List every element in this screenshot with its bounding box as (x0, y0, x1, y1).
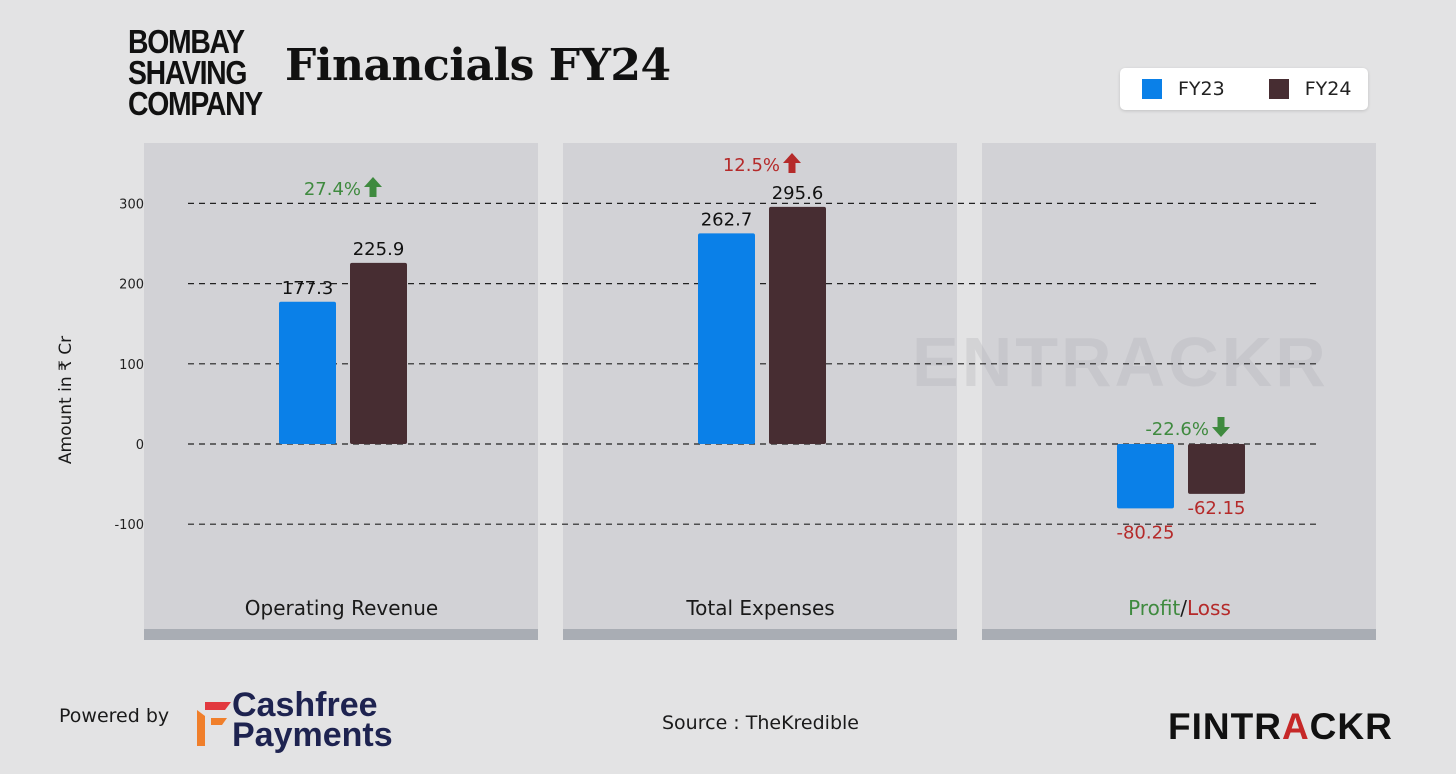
value-label: -80.25 (1116, 522, 1174, 543)
value-label: 177.3 (282, 278, 334, 299)
value-label: 262.7 (701, 209, 753, 230)
bar-fy24 (769, 206, 826, 444)
change-label: 12.5% (723, 155, 780, 176)
brand-part-2: CKR (1309, 706, 1393, 747)
y-tick-label: 100 (119, 358, 144, 373)
up-arrow-icon (783, 153, 801, 173)
source-note: Source : TheKredible (662, 712, 859, 734)
legend-swatch-fy23 (1142, 79, 1162, 99)
panel-total-expenses (563, 143, 957, 640)
logo-line-3: COMPANY (128, 85, 263, 122)
legend-label-fy23: FY23 (1178, 78, 1225, 100)
watermark: ENTRACKR (912, 323, 1329, 401)
company-logo: BOMBAY SHAVING COMPANY (128, 26, 268, 122)
value-label: 295.6 (772, 183, 824, 204)
brand-accent: A (1281, 706, 1310, 747)
panel-operating-revenue (144, 143, 538, 640)
y-tick-label: 300 (119, 197, 144, 212)
legend-item-fy23: FY23 (1142, 78, 1225, 100)
profit-word: Profit (1128, 596, 1181, 620)
down-arrow-icon (1212, 417, 1230, 437)
chart-title: Financials FY24 (285, 40, 671, 91)
sponsor-name: Cashfree Payments (232, 686, 393, 754)
bar-fy24 (1188, 444, 1245, 494)
legend-item-fy24: FY24 (1268, 78, 1352, 100)
loss-word: Loss (1187, 596, 1231, 620)
y-tick-label: 200 (119, 278, 144, 293)
bar-fy23 (279, 301, 336, 444)
up-arrow-icon (364, 177, 382, 197)
sponsor-line-2: Payments (232, 716, 393, 754)
cashfree-logo-icon (197, 702, 231, 746)
sponsor-line-1: Cashfree (232, 686, 378, 724)
brand-logo: FINTRACKR (1168, 706, 1393, 748)
category-label-revenue: Operating Revenue (244, 596, 439, 620)
bar-fy23 (1117, 444, 1174, 509)
bar-fy24 (350, 262, 407, 444)
change-label: -22.6% (1145, 419, 1209, 440)
logo-line-1: BOMBAY (128, 26, 245, 60)
legend-swatch-fy24 (1268, 79, 1289, 99)
chart-legend: FY23 FY24 (1120, 68, 1368, 110)
slash: / (1180, 596, 1188, 620)
category-label-expenses: Total Expenses (686, 596, 835, 620)
value-label: 225.9 (353, 239, 405, 260)
powered-by-label: Powered by (59, 705, 170, 727)
brand-part-1: FINTR (1168, 706, 1282, 747)
change-label: 27.4% (304, 179, 361, 200)
value-label: -62.15 (1187, 498, 1245, 519)
legend-label-fy24: FY24 (1304, 78, 1352, 100)
y-tick-label: 0 (136, 438, 144, 453)
category-label-profit-loss: Profit/Loss (982, 596, 1377, 620)
logo-line-2: SHAVING (128, 54, 247, 91)
bar-fy23 (698, 233, 755, 444)
panel-profit-loss (982, 143, 1376, 640)
y-tick-label: -100 (114, 518, 144, 533)
